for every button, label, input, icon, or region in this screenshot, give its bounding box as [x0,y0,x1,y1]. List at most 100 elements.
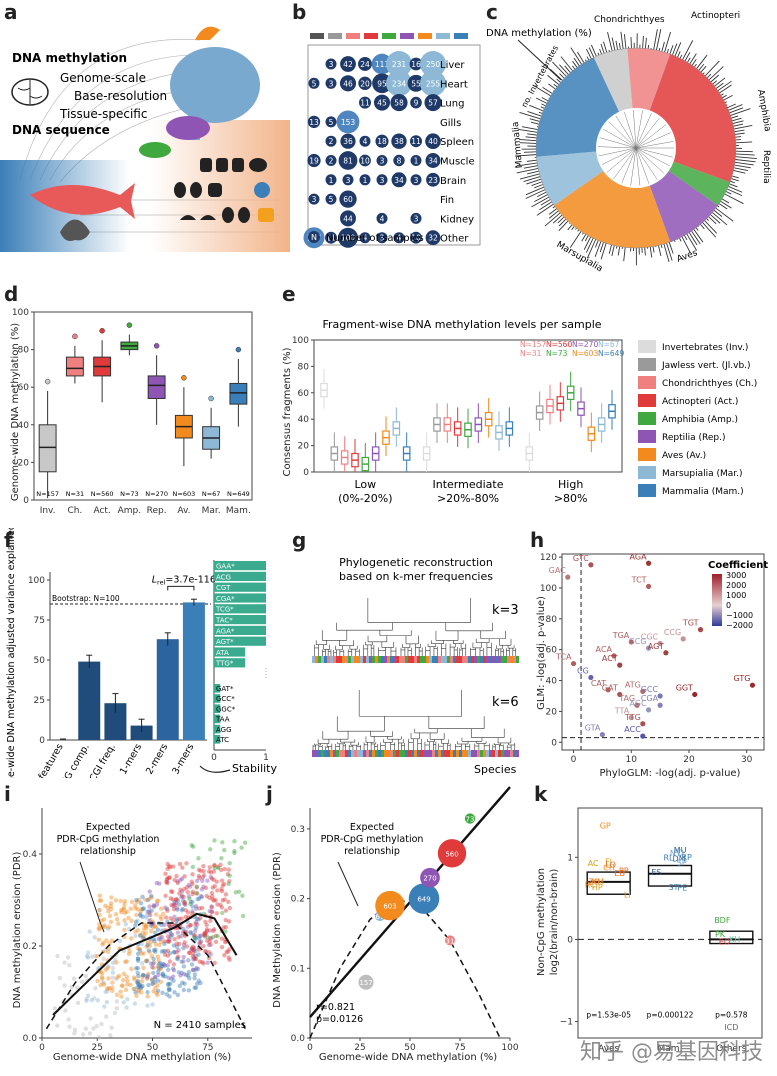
h-point [750,683,755,688]
methylation-bar [721,94,724,96]
g-species-strip [336,656,339,663]
tree-branch [636,113,651,148]
i-point [156,989,160,993]
tissue-label: Spleen [440,137,474,148]
i-point [212,838,216,842]
e-legend-text: Amphibia (Amp.) [662,415,738,425]
i-point [175,942,179,946]
i-point [205,894,209,898]
tree-branch [598,147,636,148]
g-species-strip [396,750,399,757]
i-point [114,960,118,964]
tree-branch [636,125,666,148]
count-label: 81 [343,157,353,166]
f-ytick-label: 0 [39,736,45,746]
methylation-bar [716,208,733,221]
i-point [133,1001,137,1005]
i-point [86,950,90,954]
methylation-bar [553,215,562,223]
i-point [197,979,201,983]
methylation-bar [674,240,675,242]
g-species-strip [471,750,474,757]
i-point [88,1016,92,1020]
i-point [152,939,156,943]
stab-kmer-label: GGC* [216,705,236,713]
e-ytick-label: 60 [298,389,310,399]
d-xtick-label: Mam. [226,506,251,516]
e-xtick-sub: >20%-80% [437,492,499,505]
stab-kmer-label: AGG [216,726,232,734]
h-point-label: TCA [555,653,572,662]
i-point [145,990,149,994]
i-point [134,966,138,970]
i-point [208,865,212,869]
g-species-strip [516,656,519,663]
methylation-bar [727,189,742,196]
i-point [241,914,245,918]
i-point [146,983,150,987]
i-point [103,904,107,908]
h-legend-tick: 2000 [726,581,746,590]
g-species-strip [351,656,354,663]
i-point [202,931,206,935]
i-point [118,899,122,903]
j-ytick-label: 0.0 [291,1034,306,1044]
i-point [139,901,143,905]
i-point [109,1026,113,1030]
legend-n: N [311,233,317,242]
methylation-bar [711,75,719,82]
k-point-label: GP [600,822,611,831]
stab-kmer-label: AGT* [216,638,234,646]
i-xtick-label: 75 [202,1043,213,1053]
count-label: 24 [360,60,370,69]
count-label: 38 [394,137,404,146]
g-species-strip [450,750,453,757]
g-species-strip [495,750,498,757]
methylation-bar [713,81,717,84]
g-species-strip [330,750,333,757]
count-label: 3 [380,176,385,185]
g-species-strip [312,656,315,663]
i-point [210,894,214,898]
g-species-strip [381,750,384,757]
g-species-strip [339,750,342,757]
methylation-bar [729,184,737,187]
methylation-bar [522,127,538,130]
tissue-label: Fin [440,195,454,206]
h-point-label: AGT [648,642,664,651]
stab-kmer-label: TCG* [215,606,234,614]
h-point-label: GAC [549,566,567,575]
g-species-strip [396,656,399,663]
i-point [76,1001,80,1005]
i-point [99,1022,103,1026]
k-point-label: PP [619,867,629,876]
count-label: 18 [377,137,387,146]
j-bubble-label: 649 [417,896,430,904]
i-n-text: N = 2410 samples [154,1020,246,1031]
g-species-strip [504,656,507,663]
panel-k-label: k [534,782,547,806]
i-point [133,906,137,910]
g-species-strip [393,750,396,757]
i-point [211,935,215,939]
i-point [72,976,76,980]
f-xtick-label: 3-mers [170,742,196,776]
i-point [66,955,70,959]
i-point [161,973,165,977]
methylation-bar [735,137,741,138]
panel-k: k Non-CpG methylation log2(brain/non-bra… [530,782,777,1072]
methylation-bar [527,134,537,135]
g-species-strip [384,656,387,663]
g-species-strip [498,656,501,663]
h-point-label: TCT [631,575,647,584]
methylation-bar [572,66,574,69]
methylation-bar [726,192,731,195]
j-r-text: r=0.821 [316,1002,355,1013]
g-species-strip [456,750,459,757]
g-species-strip [477,656,480,663]
tissue-label: Gills [440,118,461,129]
methylation-bar [541,104,545,106]
g-species-strip [480,750,483,757]
methylation-bar [703,73,704,74]
i-point [195,897,199,901]
